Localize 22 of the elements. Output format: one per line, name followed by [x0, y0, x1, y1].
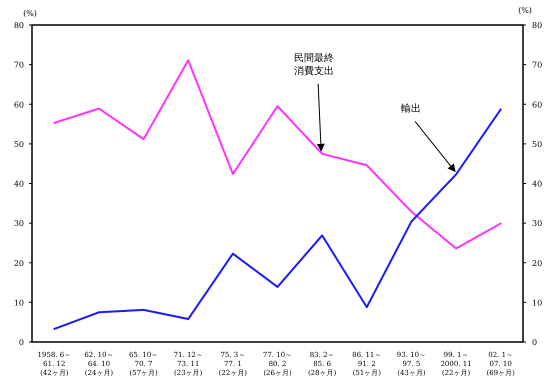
y-tick-label: 50 [14, 140, 24, 149]
y-axis-title: (%) [23, 9, 37, 18]
y2-tick-label: 10 [532, 298, 542, 308]
y-tick-label: 40 [14, 180, 24, 188]
y2-tick-label: 20 [532, 258, 542, 268]
y-tick-label: 70 [14, 60, 24, 70]
y-tick-label: 0 [18, 338, 24, 347]
y2-tick-label: 30 [532, 219, 542, 228]
y-tick-label: 10 [14, 298, 24, 308]
y-tick-label: 80 [14, 21, 24, 30]
y2-tick-label: 70 [532, 60, 542, 70]
y2-tick-label: 0 [532, 338, 538, 347]
y2-tick-label: 40 [532, 180, 542, 188]
y-tick-label: 30 [14, 219, 24, 228]
y2-tick-label: 50 [532, 140, 542, 149]
annotation: 輸出 [401, 102, 422, 114]
y2-tick-label: 60 [532, 100, 542, 110]
y-tick-label: 20 [14, 258, 24, 268]
y-tick-label: 60 [14, 100, 24, 110]
y2-tick-label: 80 [532, 21, 542, 30]
y2-axis-title: (%) [518, 6, 532, 15]
annotation: 民間最終消費支出 [294, 52, 334, 77]
